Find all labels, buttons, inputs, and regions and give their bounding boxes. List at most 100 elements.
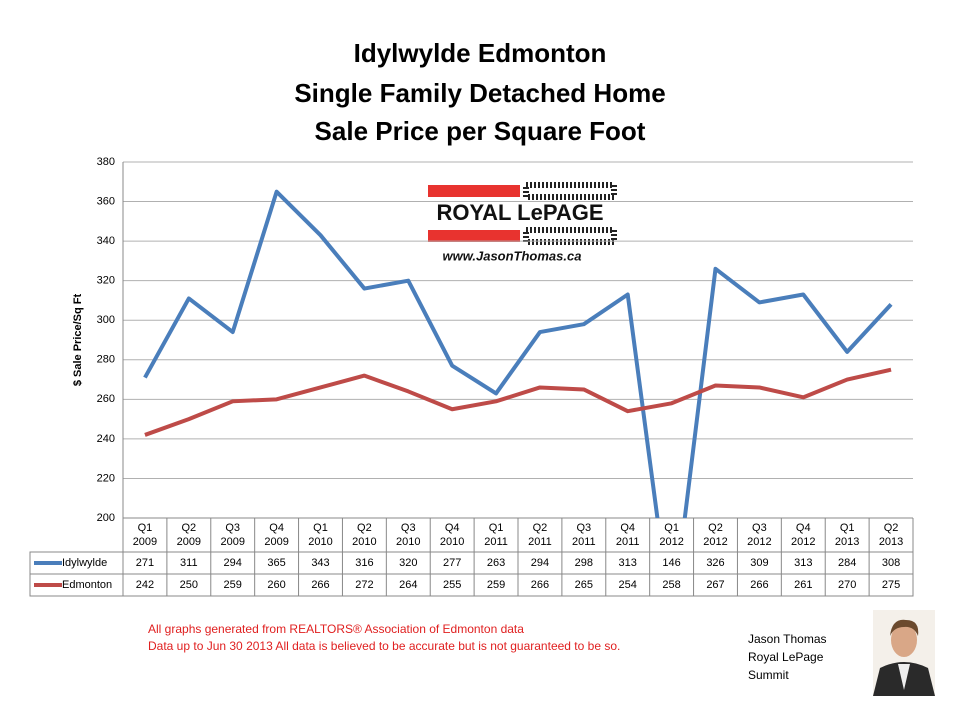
signature: Summit (748, 668, 789, 682)
x-tick-label: Q1 (840, 522, 855, 534)
table-value: 316 (355, 557, 373, 569)
chart-title: Single Family Detached Home (294, 78, 665, 108)
logo-url: www.JasonThomas.ca (443, 248, 582, 263)
x-tick-label: 2009 (133, 536, 157, 548)
note: Data up to Jun 30 2013 All data is belie… (148, 639, 620, 653)
table-value: 272 (355, 579, 373, 591)
x-tick-label: Q2 (708, 522, 723, 534)
table-value: 254 (619, 579, 637, 591)
x-tick-label: 2011 (616, 536, 640, 548)
x-tick-label: Q2 (181, 522, 196, 534)
logo: ROYAL LePAGE www.JasonThomas.ca (428, 182, 617, 263)
x-tick-label: 2012 (747, 536, 771, 548)
legend-label: Edmonton (62, 579, 112, 591)
x-tick-label: Q4 (796, 522, 811, 534)
x-tick-label: Q2 (533, 522, 548, 534)
y-tick-label: 340 (97, 235, 115, 247)
signature: Jason Thomas (748, 632, 827, 646)
x-tick-label: 2010 (308, 536, 332, 548)
table-value: 277 (443, 557, 461, 569)
x-tick-label: Q2 (357, 522, 372, 534)
x-tick-label: 2009 (220, 536, 244, 548)
table-value: 313 (794, 557, 812, 569)
table-value: 271 (136, 557, 154, 569)
legend-label: Idylwylde (62, 557, 107, 569)
table-value: 294 (224, 557, 242, 569)
table-value: 258 (662, 579, 680, 591)
table-value: 266 (311, 579, 329, 591)
chart-title: Sale Price per Square Foot (315, 116, 646, 146)
table-value: 266 (750, 579, 768, 591)
x-tick-label: Q2 (884, 522, 899, 534)
y-tick-label: 380 (97, 156, 115, 168)
table-value: 309 (750, 557, 768, 569)
series-line (144, 367, 892, 437)
table-value: 294 (531, 557, 549, 569)
y-tick-label: 260 (97, 393, 115, 405)
x-tick-label: Q3 (401, 522, 416, 534)
y-tick-label: 240 (97, 433, 115, 445)
x-tick-label: 2010 (352, 536, 376, 548)
table-value: 267 (706, 579, 724, 591)
photo (873, 610, 935, 696)
logo-stripes (523, 227, 617, 245)
x-tick-label: 2009 (177, 536, 201, 548)
x-tick-label: 2011 (528, 536, 552, 548)
x-tick-label: Q3 (576, 522, 591, 534)
y-tick-label: 220 (97, 472, 115, 484)
y-tick-label: 320 (97, 275, 115, 287)
x-tick-label: 2012 (791, 536, 815, 548)
table-value: 313 (619, 557, 637, 569)
x-tick-label: 2011 (484, 536, 508, 548)
signature: Royal LePage (748, 650, 824, 664)
y-tick-label: 280 (97, 354, 115, 366)
logo-text: ROYAL LePAGE (436, 200, 603, 225)
x-tick-label: Q3 (752, 522, 767, 534)
x-tick-label: Q3 (225, 522, 240, 534)
photo-face (891, 623, 917, 657)
y-tick-label: 300 (97, 314, 115, 326)
logo-bar (428, 230, 520, 242)
logo-bar (428, 185, 520, 197)
x-tick-label: Q1 (489, 522, 504, 534)
table-value: 284 (838, 557, 856, 569)
x-tick-label: 2010 (440, 536, 464, 548)
photo-hair (890, 619, 919, 636)
table-value: 255 (443, 579, 461, 591)
x-tick-label: 2013 (835, 536, 859, 548)
x-tick-label: Q4 (269, 522, 284, 534)
table-value: 242 (136, 579, 154, 591)
photo-shirt (898, 664, 910, 690)
note: All graphs generated from REALTORS® Asso… (148, 622, 524, 636)
table-value: 266 (531, 579, 549, 591)
table-value: 264 (399, 579, 417, 591)
series-line (143, 189, 893, 518)
x-tick-label: 2011 (572, 536, 596, 548)
table-value: 343 (311, 557, 329, 569)
x-tick-label: Q1 (313, 522, 328, 534)
y-tick-label: 360 (97, 195, 115, 207)
y-axis-label: $ Sale Price/Sq Ft (72, 294, 84, 387)
x-tick-label: 2012 (703, 536, 727, 548)
x-tick-label: Q1 (664, 522, 679, 534)
table-value: 250 (180, 579, 198, 591)
table-value: 263 (487, 557, 505, 569)
table-value: 326 (706, 557, 724, 569)
x-tick-label: Q1 (138, 522, 153, 534)
table-value: 260 (267, 579, 285, 591)
table-value: 259 (487, 579, 505, 591)
table-value: 311 (180, 557, 198, 569)
x-tick-label: 2013 (879, 536, 903, 548)
table-value: 265 (575, 579, 593, 591)
table-value: 308 (882, 557, 900, 569)
table-value: 320 (399, 557, 417, 569)
x-tick-label: 2010 (396, 536, 420, 548)
x-tick-label: 2009 (264, 536, 288, 548)
y-tick-label: 200 (97, 512, 115, 524)
table-value: 270 (838, 579, 856, 591)
table-value: 146 (662, 557, 680, 569)
table-value: 365 (267, 557, 285, 569)
table-value: 275 (882, 579, 900, 591)
